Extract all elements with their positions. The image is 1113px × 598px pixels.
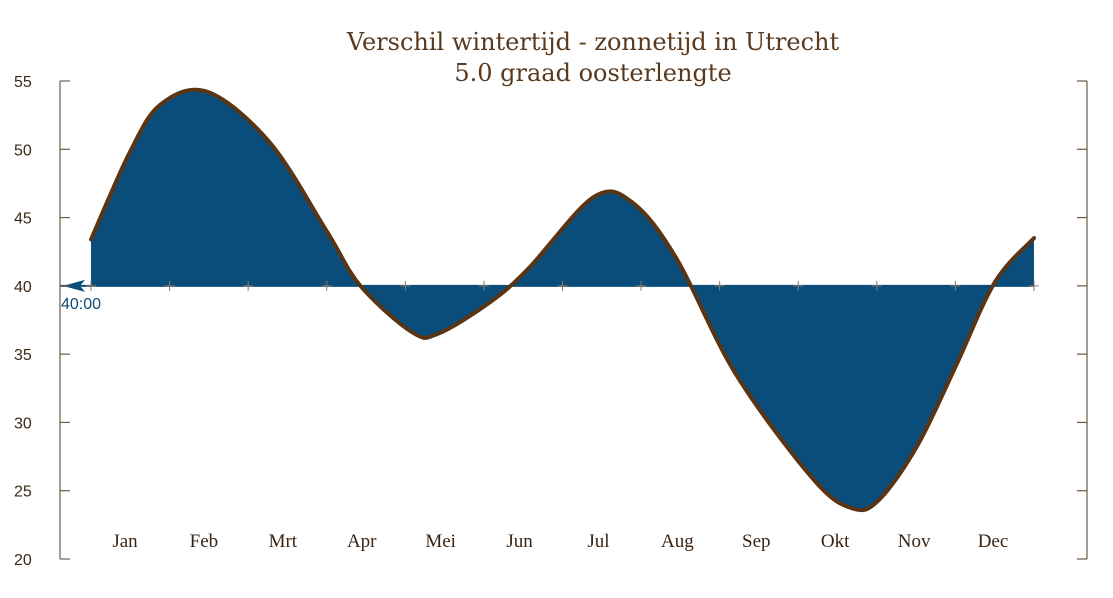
y-tick-label: 50 xyxy=(14,142,32,159)
x-tick-label: Apr xyxy=(347,531,377,552)
x-tick-label: Jul xyxy=(587,531,609,552)
x-tick-label: Feb xyxy=(190,531,219,552)
reference-arrow-icon xyxy=(63,279,85,292)
y-tick-label: 45 xyxy=(14,211,32,228)
x-tick-label: Okt xyxy=(821,531,850,552)
x-tick-label: Nov xyxy=(898,531,931,552)
y-tick-label: 35 xyxy=(14,347,32,364)
chart-title: Verschil wintertijd - zonnetijd in Utrec… xyxy=(346,28,840,56)
y-tick-label: 55 xyxy=(14,74,32,91)
chart-subtitle: 5.0 graad oosterlengte xyxy=(454,59,731,87)
x-tick-label: Jun xyxy=(506,531,533,552)
x-tick-label: Jan xyxy=(112,531,138,552)
y-tick-label: 40 xyxy=(14,279,32,296)
y-tick-label: 25 xyxy=(14,484,32,501)
x-tick-label: Mei xyxy=(425,531,456,552)
y-tick-label: 20 xyxy=(14,552,32,569)
y-axis-ticks: 20 25 30 35 40 45 50 55 xyxy=(14,74,1087,569)
x-tick-label: Dec xyxy=(978,531,1009,552)
x-tick-label: Mrt xyxy=(269,531,298,552)
area-fill xyxy=(91,89,1034,511)
reference-label: 40:00 xyxy=(61,296,101,313)
x-axis-ticks: Jan Feb Mrt Apr Mei Jun Jul Aug Sep Okt Nov Dec xyxy=(112,531,1008,552)
series-curve xyxy=(89,87,1036,513)
y-tick-label: 30 xyxy=(14,415,32,432)
x-tick-label: Sep xyxy=(742,531,771,552)
x-tick-label: Aug xyxy=(661,531,694,552)
reference-tick-marks xyxy=(86,280,1039,291)
